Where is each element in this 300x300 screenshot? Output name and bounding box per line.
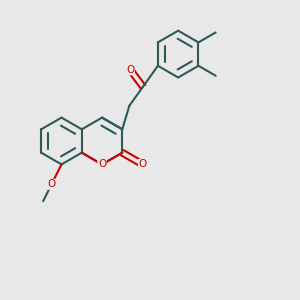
Text: O: O xyxy=(47,179,56,189)
Text: O: O xyxy=(138,159,147,170)
Text: O: O xyxy=(126,65,134,75)
Text: O: O xyxy=(98,159,106,170)
